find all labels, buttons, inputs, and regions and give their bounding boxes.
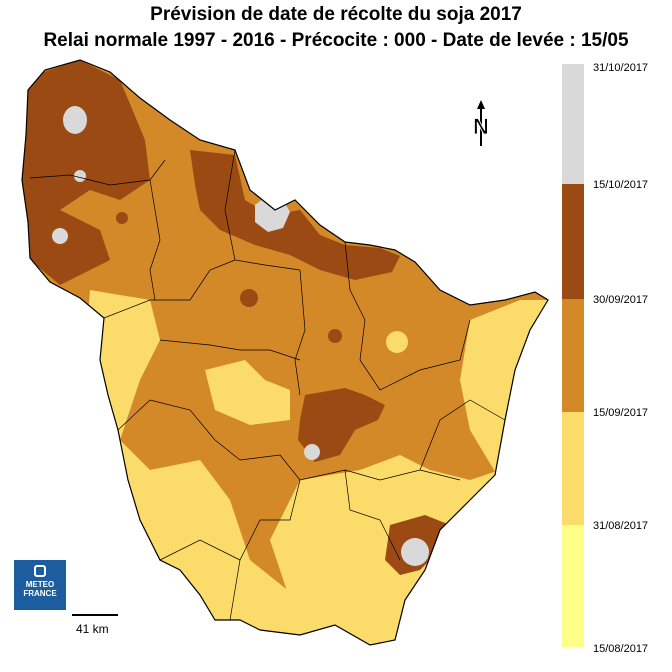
scale-label: 41 km xyxy=(76,622,109,636)
department-borders xyxy=(21,59,549,646)
legend-label-5: 31/08/2017 xyxy=(593,520,649,532)
legend-swatch-yellow xyxy=(562,412,584,525)
spot-brown-2 xyxy=(116,212,128,224)
legend-label-1: 31/10/2017 xyxy=(593,62,649,74)
legend-swatch-dark-brown xyxy=(562,184,584,299)
legend-label-2: 15/10/2017 xyxy=(593,179,649,191)
legend-swatch-light-yellow xyxy=(562,525,584,647)
legend-label-6: 15/08/2017 xyxy=(593,643,649,655)
north-arrow-icon: N xyxy=(473,100,489,146)
zone-gray-northwest-small xyxy=(74,170,86,182)
zone-brown-center xyxy=(298,388,385,462)
zone-gray-north-coast xyxy=(63,106,87,134)
region-fill xyxy=(22,60,548,645)
spot-yellow-1 xyxy=(386,331,408,353)
zone-gray-center xyxy=(304,444,320,460)
zone-brown-north xyxy=(190,150,400,280)
scale-bar xyxy=(72,614,118,616)
logo-text: METEO FRANCE xyxy=(23,580,57,598)
map-title: Prévision de date de récolte du soja 201… xyxy=(150,4,522,25)
zone-brown-northwest xyxy=(22,60,150,285)
north-letter: N xyxy=(473,114,489,139)
spot-brown-3 xyxy=(328,329,342,343)
meteo-france-logo: METEO FRANCE xyxy=(14,560,66,610)
legend-label-3: 30/09/2017 xyxy=(593,294,649,306)
zone-gray-southeast xyxy=(401,538,429,566)
legend-swatch-gray xyxy=(562,64,584,184)
zone-yellow-center xyxy=(205,360,290,425)
map-subtitle: Relai normale 1997 - 2016 - Précocite : … xyxy=(43,30,629,51)
legend-swatch-orange xyxy=(562,299,584,412)
legend-label-4: 15/09/2017 xyxy=(593,407,649,419)
spot-brown-1 xyxy=(240,289,258,307)
zone-gray-west xyxy=(52,228,68,244)
logo-icon xyxy=(34,565,46,577)
